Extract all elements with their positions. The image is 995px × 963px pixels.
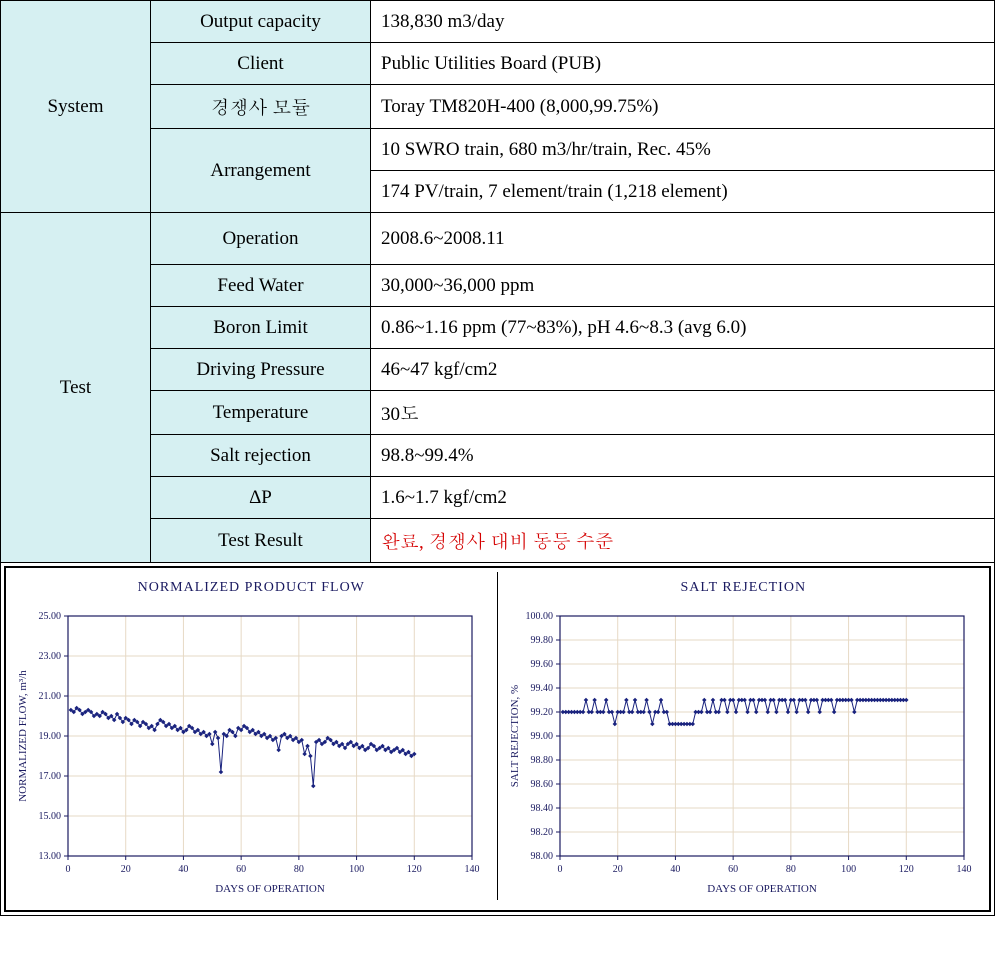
value-arrangement-2: 174 PV/train, 7 element/train (1,218 ele… [371, 171, 995, 213]
value-client: Public Utilities Board (PUB) [371, 43, 995, 85]
svg-text:99.20: 99.20 [530, 707, 553, 718]
chart-salt-svg: 0 20 40 60 80 100 120 140 98.00 98.20 98.40 98.60 98… [504, 610, 974, 900]
svg-text:60: 60 [728, 864, 738, 875]
charts-container: NORMALIZED PRODUCT FLOW 0 20 40 60 80 100 120 1… [0, 563, 995, 916]
svg-text:98.40: 98.40 [530, 803, 553, 814]
svg-text:17.00: 17.00 [39, 771, 62, 782]
svg-text:80: 80 [785, 864, 795, 875]
value-output-capacity: 138,830 m3/day [371, 1, 995, 43]
label-test-result: Test Result [151, 519, 371, 563]
value-operation: 2008.6~2008.11 [371, 213, 995, 265]
svg-text:21.00: 21.00 [39, 691, 62, 702]
value-feed-water: 30,000~36,000 ppm [371, 265, 995, 307]
svg-text:98.80: 98.80 [530, 755, 553, 766]
label-temperature: Temperature [151, 391, 371, 435]
category-system: System [1, 1, 151, 213]
value-salt-rejection: 98.8~99.4% [371, 435, 995, 477]
svg-text:99.80: 99.80 [530, 635, 553, 646]
svg-text:99.00: 99.00 [530, 731, 553, 742]
value-driving-pressure: 46~47 kgf/cm2 [371, 349, 995, 391]
svg-text:0: 0 [557, 864, 562, 875]
svg-text:99.60: 99.60 [530, 659, 553, 670]
spec-table: System Output capacity 138,830 m3/day Cl… [0, 0, 995, 563]
svg-text:98.20: 98.20 [530, 827, 553, 838]
svg-text:40: 40 [670, 864, 680, 875]
svg-text:98.60: 98.60 [530, 779, 553, 790]
value-competitor-module: Toray TM820H-400 (8,000,99.75%) [371, 85, 995, 129]
label-client: Client [151, 43, 371, 85]
label-output-capacity: Output capacity [151, 1, 371, 43]
label-delta-p: ΔP [151, 477, 371, 519]
svg-text:80: 80 [294, 864, 304, 875]
value-delta-p: 1.6~1.7 kgf/cm2 [371, 477, 995, 519]
chart-salt-rejection: SALT REJECTION 0 20 40 60 80 100 120 140 98.00 98… [498, 572, 984, 900]
svg-text:99.40: 99.40 [530, 683, 553, 694]
label-driving-pressure: Driving Pressure [151, 349, 371, 391]
svg-text:NORMALIZED FLOW, m³/h: NORMALIZED FLOW, m³/h [17, 670, 29, 802]
label-feed-water: Feed Water [151, 265, 371, 307]
svg-text:0: 0 [66, 864, 71, 875]
svg-text:98.00: 98.00 [530, 851, 553, 862]
svg-text:60: 60 [236, 864, 246, 875]
category-test: Test [1, 213, 151, 563]
svg-text:40: 40 [178, 864, 188, 875]
svg-text:120: 120 [407, 864, 422, 875]
value-test-result: 완료, 경쟁사 대비 동등 수준 [371, 519, 995, 563]
svg-text:DAYS OF OPERATION: DAYS OF OPERATION [707, 883, 817, 895]
svg-text:23.00: 23.00 [39, 651, 62, 662]
value-boron-limit: 0.86~1.16 ppm (77~83%), pH 4.6~8.3 (avg … [371, 307, 995, 349]
svg-text:15.00: 15.00 [39, 811, 62, 822]
svg-text:100.00: 100.00 [525, 611, 553, 622]
svg-text:100: 100 [841, 864, 856, 875]
svg-text:25.00: 25.00 [39, 611, 62, 622]
label-salt-rejection: Salt rejection [151, 435, 371, 477]
svg-text:13.00: 13.00 [39, 851, 62, 862]
svg-text:DAYS OF OPERATION: DAYS OF OPERATION [215, 883, 325, 895]
label-competitor-module: 경쟁사 모듈 [151, 85, 371, 129]
chart-title-salt: SALT REJECTION [504, 580, 984, 596]
svg-text:20: 20 [612, 864, 622, 875]
svg-text:120: 120 [898, 864, 913, 875]
svg-text:19.00: 19.00 [39, 731, 62, 742]
svg-text:140: 140 [465, 864, 480, 875]
svg-text:100: 100 [349, 864, 364, 875]
svg-text:20: 20 [121, 864, 131, 875]
value-arrangement-1: 10 SWRO train, 680 m3/hr/train, Rec. 45% [371, 129, 995, 171]
label-boron-limit: Boron Limit [151, 307, 371, 349]
value-temperature: 30도 [371, 391, 995, 435]
chart-title-flow: NORMALIZED PRODUCT FLOW [12, 580, 491, 596]
svg-text:SALT REJECTION, %: SALT REJECTION, % [509, 685, 521, 787]
label-operation: Operation [151, 213, 371, 265]
label-arrangement: Arrangement [151, 129, 371, 213]
svg-text:140: 140 [956, 864, 971, 875]
chart-flow-svg: 0 20 40 60 80 100 120 140 13.00 15.00 17.00 19.00 21… [12, 610, 482, 900]
chart-normalized-flow: NORMALIZED PRODUCT FLOW 0 20 40 60 80 100 120 1… [12, 572, 498, 900]
